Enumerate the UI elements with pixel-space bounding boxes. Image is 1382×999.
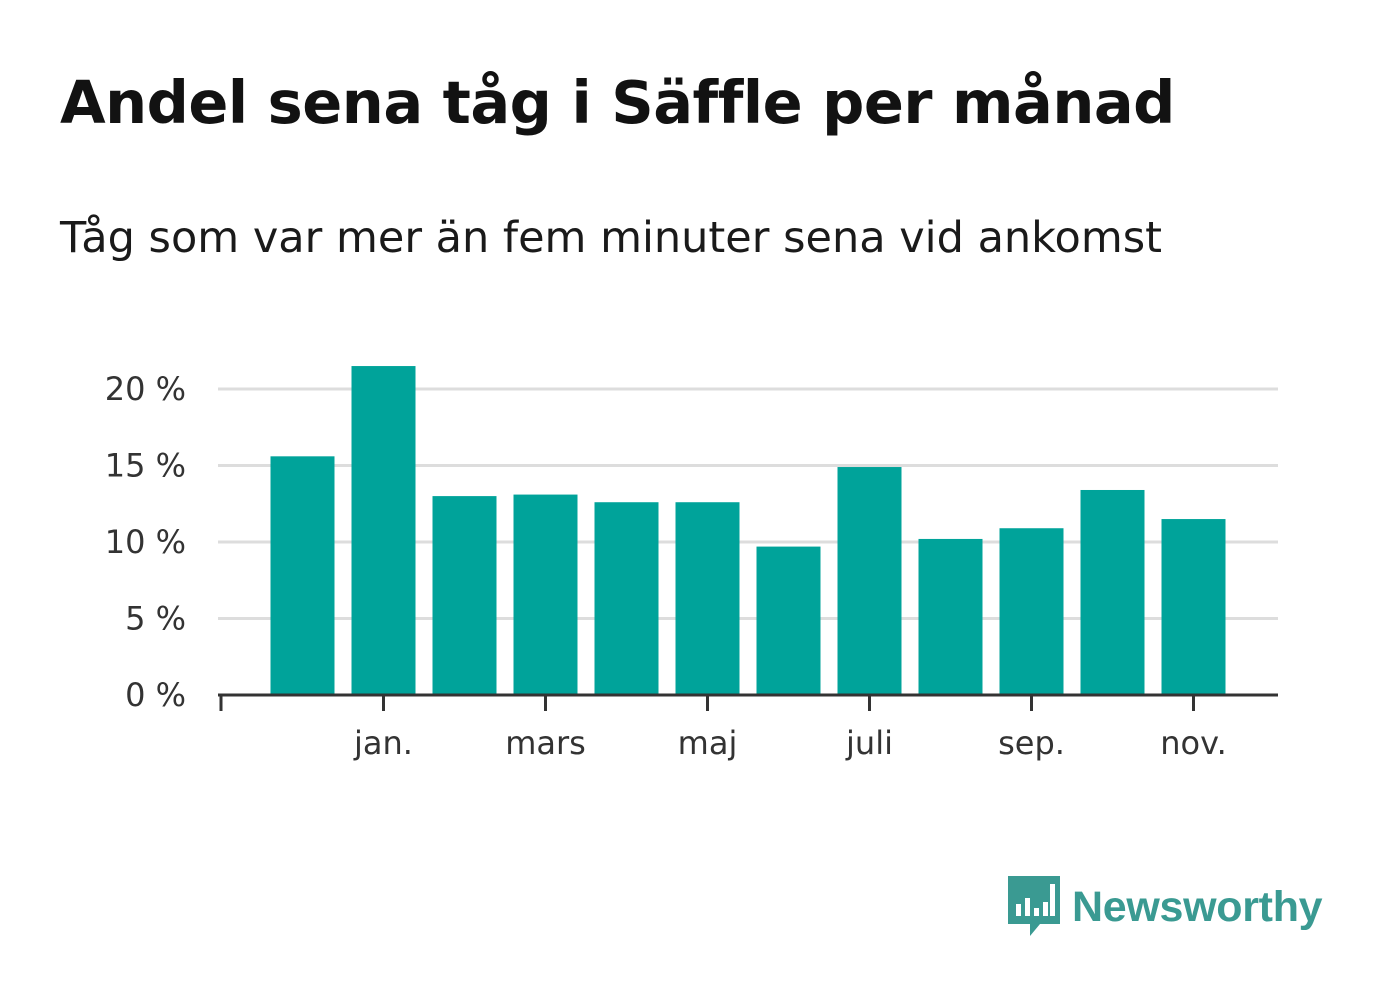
bar-aug — [918, 538, 983, 695]
bar-okt — [1080, 489, 1145, 695]
chart-title: Andel sena tåg i Säffle per månad — [60, 68, 1175, 137]
bar-nov — [1161, 519, 1226, 695]
x-axis-labels: jan. mars maj juli sep. nov. — [353, 724, 1227, 762]
bars — [270, 366, 1226, 695]
bar-sep — [999, 528, 1064, 695]
y-tick-label: 10 % — [105, 523, 186, 561]
chart-subtitle: Tåg som var mer än fem minuter sena vid … — [60, 213, 1163, 263]
x-axis — [218, 693, 1278, 711]
y-tick-label: 20 % — [105, 370, 186, 408]
y-tick-label: 5 % — [125, 600, 186, 638]
x-tick-label: maj — [678, 724, 738, 762]
bar-mars — [513, 494, 578, 695]
y-tick-label: 15 % — [105, 447, 186, 485]
bar-jan — [351, 366, 416, 695]
newsworthy-logo: Newsworthy — [1008, 876, 1323, 938]
x-tick-label: jan. — [353, 724, 413, 762]
x-tick-label: juli — [845, 724, 893, 762]
bar-maj — [675, 502, 740, 695]
bar-juni — [756, 546, 821, 695]
bar-chart-speech-bubble-icon — [1008, 876, 1060, 936]
y-axis-labels: 0 % 5 % 10 % 15 % 20 % — [105, 370, 186, 714]
brand-name: Newsworthy — [1072, 882, 1323, 931]
bar-dec — [270, 456, 335, 695]
y-tick-label: 0 % — [125, 676, 186, 714]
x-tick-label: sep. — [998, 724, 1065, 762]
x-tick-label: mars — [505, 724, 586, 762]
bar-juli — [837, 467, 902, 695]
x-tick-label: nov. — [1160, 724, 1226, 762]
bar-apr — [594, 502, 659, 695]
bar-feb — [432, 496, 497, 695]
